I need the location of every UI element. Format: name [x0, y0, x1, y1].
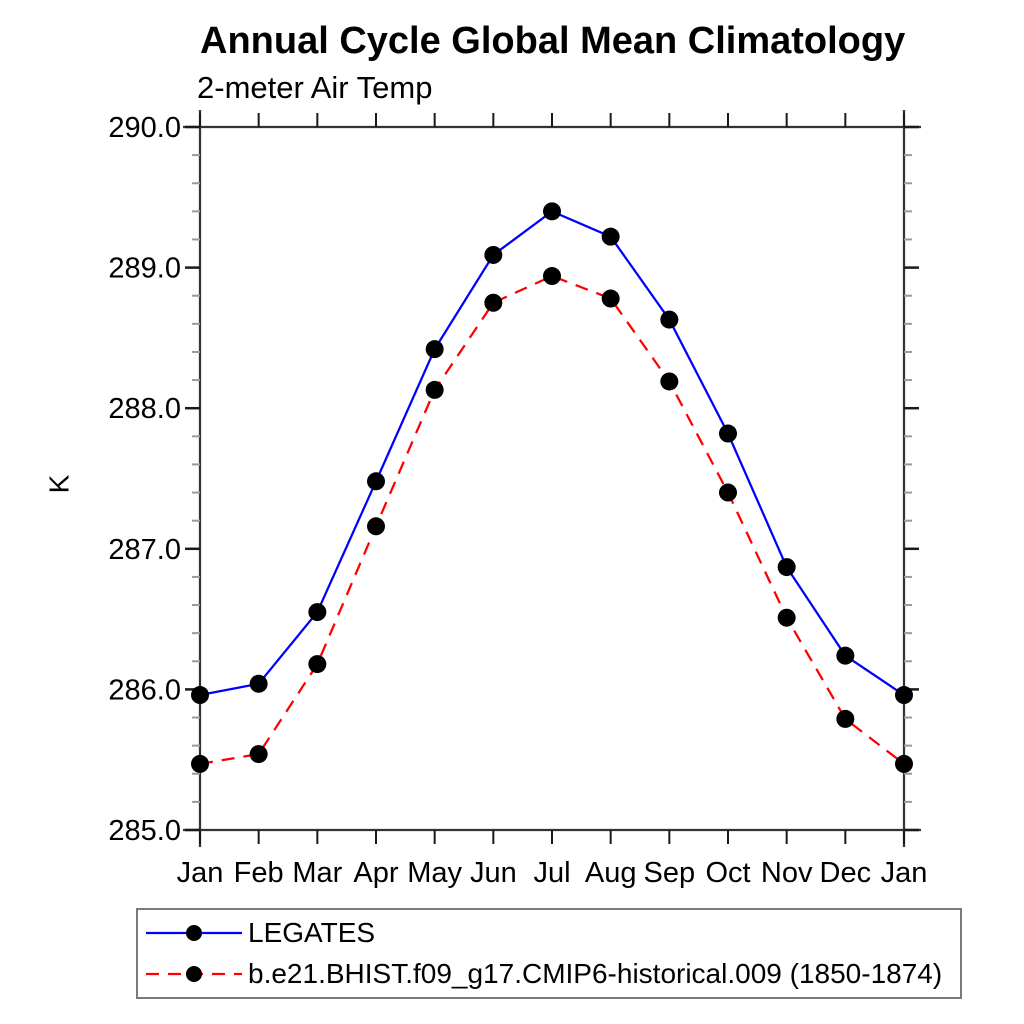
x-tick-label: Dec: [820, 857, 872, 889]
series-0-marker: [191, 686, 209, 705]
legend-line-sample-dashed: [146, 966, 242, 982]
series-1-marker: [484, 293, 503, 312]
x-tick-label: Jan: [881, 857, 928, 889]
series-0-marker: [836, 646, 855, 665]
y-tick-label: 285.0: [108, 815, 181, 847]
x-tick-label: May: [407, 857, 462, 889]
series-1-marker: [425, 380, 444, 399]
series-0-marker: [777, 558, 796, 577]
series-1-marker: [660, 372, 679, 391]
legend-item-model: b.e21.BHIST.f09_g17.CMIP6-historical.009…: [142, 954, 960, 995]
legend: LEGATES b.e21.BHIST.f09_g17.CMIP6-histor…: [136, 908, 962, 999]
series-1-marker: [895, 754, 913, 773]
series-1-marker: [777, 608, 796, 627]
series-1-marker: [308, 655, 327, 674]
x-tick-label: Mar: [292, 857, 342, 889]
series-0-marker: [308, 603, 327, 622]
x-tick-label: Apr: [353, 857, 398, 889]
legend-line-sample-solid: [146, 925, 242, 941]
x-tick-label: Jul: [533, 857, 570, 889]
series-1-marker: [719, 483, 737, 502]
x-tick-label: Jun: [470, 857, 517, 889]
series-1-marker: [367, 517, 385, 536]
series-0-marker: [601, 227, 620, 246]
legend-marker-dot: [186, 966, 202, 982]
y-tick-label: 290.0: [108, 112, 181, 144]
series-1-marker: [543, 267, 561, 286]
y-tick-label: 286.0: [108, 674, 181, 706]
x-tick-label: Jan: [177, 857, 224, 889]
series-0-marker: [425, 340, 444, 359]
series-0-marker: [484, 245, 503, 264]
x-tick-label: Feb: [234, 857, 284, 889]
y-tick-label: 289.0: [108, 253, 181, 285]
series-1-marker: [191, 754, 209, 773]
chart-title: Annual Cycle Global Mean Climatology: [200, 20, 906, 62]
x-tick-label: Aug: [585, 857, 637, 889]
series-1-marker: [836, 709, 855, 728]
series-line-1: [199, 274, 905, 766]
series-0-marker: [543, 202, 561, 221]
legend-item-legates: LEGATES: [142, 913, 960, 954]
y-tick-label: 287.0: [108, 534, 181, 566]
legend-label-model: b.e21.BHIST.f09_g17.CMIP6-historical.009…: [248, 958, 943, 989]
series-0-marker: [660, 310, 679, 329]
series-1-marker: [249, 745, 268, 764]
legend-label-legates: LEGATES: [248, 917, 376, 948]
series-0-marker: [895, 686, 913, 705]
chart-subtitle: 2-meter Air Temp: [197, 70, 433, 105]
series-0-marker: [719, 424, 737, 443]
y-tick-label: 288.0: [108, 393, 181, 425]
series-0-marker: [367, 472, 385, 491]
series-0-marker: [249, 674, 268, 693]
legend-marker-dot: [186, 925, 202, 941]
series-1-marker: [601, 289, 620, 308]
x-tick-label: Oct: [705, 857, 750, 889]
x-tick-label: Sep: [644, 857, 696, 889]
x-tick-label: Nov: [761, 857, 813, 889]
